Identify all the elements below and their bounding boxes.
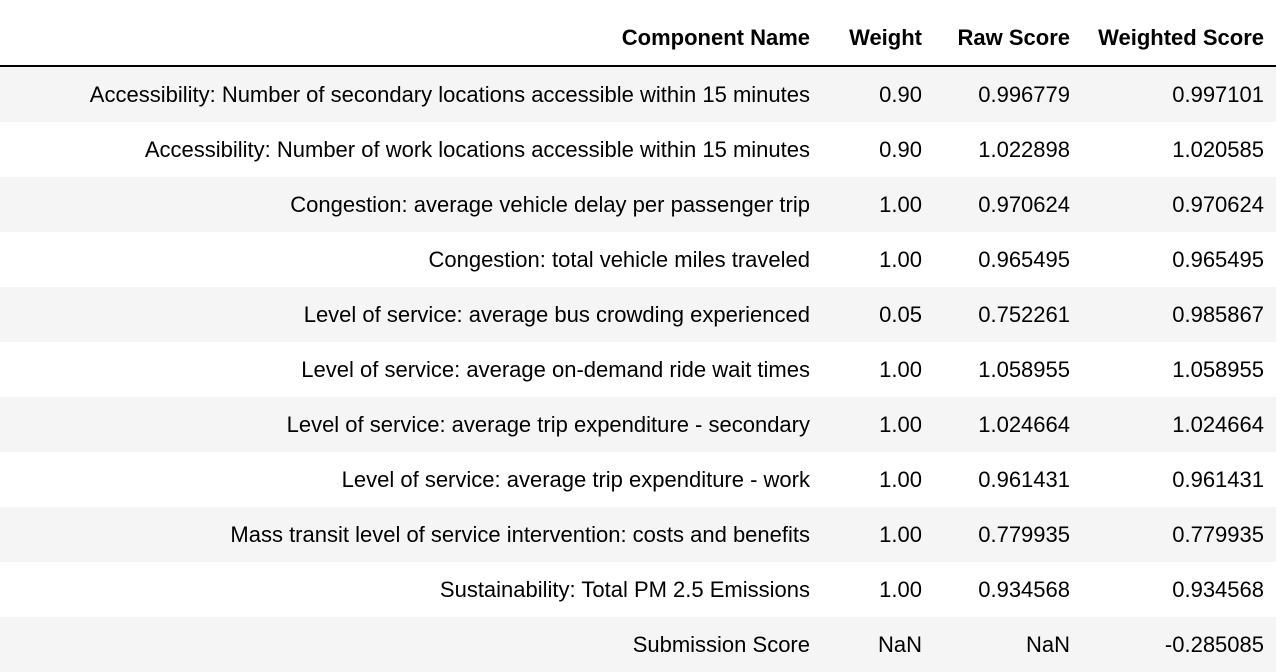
cell-weighted-score: -0.285085: [1082, 617, 1276, 672]
table-row: Level of service: average bus crowding e…: [0, 287, 1276, 342]
cell-weighted-score: 1.058955: [1082, 342, 1276, 397]
cell-weight: 1.00: [822, 452, 934, 507]
table-row: Submission Score NaN NaN -0.285085: [0, 617, 1276, 672]
cell-component-name: Congestion: average vehicle delay per pa…: [0, 177, 822, 232]
cell-weight: NaN: [822, 617, 934, 672]
cell-weighted-score: 1.024664: [1082, 397, 1276, 452]
cell-raw-score: 1.022898: [934, 122, 1082, 177]
cell-raw-score: 0.996779: [934, 66, 1082, 122]
cell-raw-score: 0.965495: [934, 232, 1082, 287]
cell-weighted-score: 0.965495: [1082, 232, 1276, 287]
cell-weighted-score: 0.961431: [1082, 452, 1276, 507]
cell-weighted-score: 1.020585: [1082, 122, 1276, 177]
table-row: Level of service: average on-demand ride…: [0, 342, 1276, 397]
table-row: Congestion: total vehicle miles traveled…: [0, 232, 1276, 287]
cell-weight: 1.00: [822, 507, 934, 562]
cell-weight: 0.05: [822, 287, 934, 342]
cell-component-name: Level of service: average on-demand ride…: [0, 342, 822, 397]
cell-raw-score: 1.024664: [934, 397, 1082, 452]
score-table: Component Name Weight Raw Score Weighted…: [0, 10, 1276, 672]
cell-raw-score: 0.752261: [934, 287, 1082, 342]
cell-weighted-score: 0.997101: [1082, 66, 1276, 122]
cell-component-name: Mass transit level of service interventi…: [0, 507, 822, 562]
table-row: Accessibility: Number of work locations …: [0, 122, 1276, 177]
cell-weight: 1.00: [822, 342, 934, 397]
cell-component-name: Level of service: average bus crowding e…: [0, 287, 822, 342]
cell-component-name: Level of service: average trip expenditu…: [0, 452, 822, 507]
cell-raw-score: 1.058955: [934, 342, 1082, 397]
cell-weight: 0.90: [822, 66, 934, 122]
table-row: Level of service: average trip expenditu…: [0, 397, 1276, 452]
cell-component-name: Accessibility: Number of work locations …: [0, 122, 822, 177]
table-row: Level of service: average trip expenditu…: [0, 452, 1276, 507]
cell-weighted-score: 0.970624: [1082, 177, 1276, 232]
cell-component-name: Sustainability: Total PM 2.5 Emissions: [0, 562, 822, 617]
cell-component-name: Congestion: total vehicle miles traveled: [0, 232, 822, 287]
header-weighted-score: Weighted Score: [1082, 10, 1276, 67]
table-header: Component Name Weight Raw Score Weighted…: [0, 10, 1276, 67]
cell-raw-score: 0.934568: [934, 562, 1082, 617]
table-row: Congestion: average vehicle delay per pa…: [0, 177, 1276, 232]
cell-raw-score: 0.970624: [934, 177, 1082, 232]
cell-weight: 1.00: [822, 232, 934, 287]
cell-component-name: Level of service: average trip expenditu…: [0, 397, 822, 452]
table-row: Mass transit level of service interventi…: [0, 507, 1276, 562]
header-weight: Weight: [822, 10, 934, 67]
cell-weight: 1.00: [822, 562, 934, 617]
table-row: Accessibility: Number of secondary locat…: [0, 66, 1276, 122]
header-raw-score: Raw Score: [934, 10, 1082, 67]
cell-weight: 1.00: [822, 177, 934, 232]
header-component-name: Component Name: [0, 10, 822, 67]
cell-component-name: Accessibility: Number of secondary locat…: [0, 66, 822, 122]
cell-raw-score: NaN: [934, 617, 1082, 672]
cell-raw-score: 0.961431: [934, 452, 1082, 507]
cell-weighted-score: 0.934568: [1082, 562, 1276, 617]
cell-raw-score: 0.779935: [934, 507, 1082, 562]
cell-weight: 0.90: [822, 122, 934, 177]
cell-weighted-score: 0.779935: [1082, 507, 1276, 562]
cell-weighted-score: 0.985867: [1082, 287, 1276, 342]
table-row: Sustainability: Total PM 2.5 Emissions 1…: [0, 562, 1276, 617]
cell-weight: 1.00: [822, 397, 934, 452]
header-row: Component Name Weight Raw Score Weighted…: [0, 10, 1276, 67]
table-body: Accessibility: Number of secondary locat…: [0, 66, 1276, 672]
cell-component-name: Submission Score: [0, 617, 822, 672]
